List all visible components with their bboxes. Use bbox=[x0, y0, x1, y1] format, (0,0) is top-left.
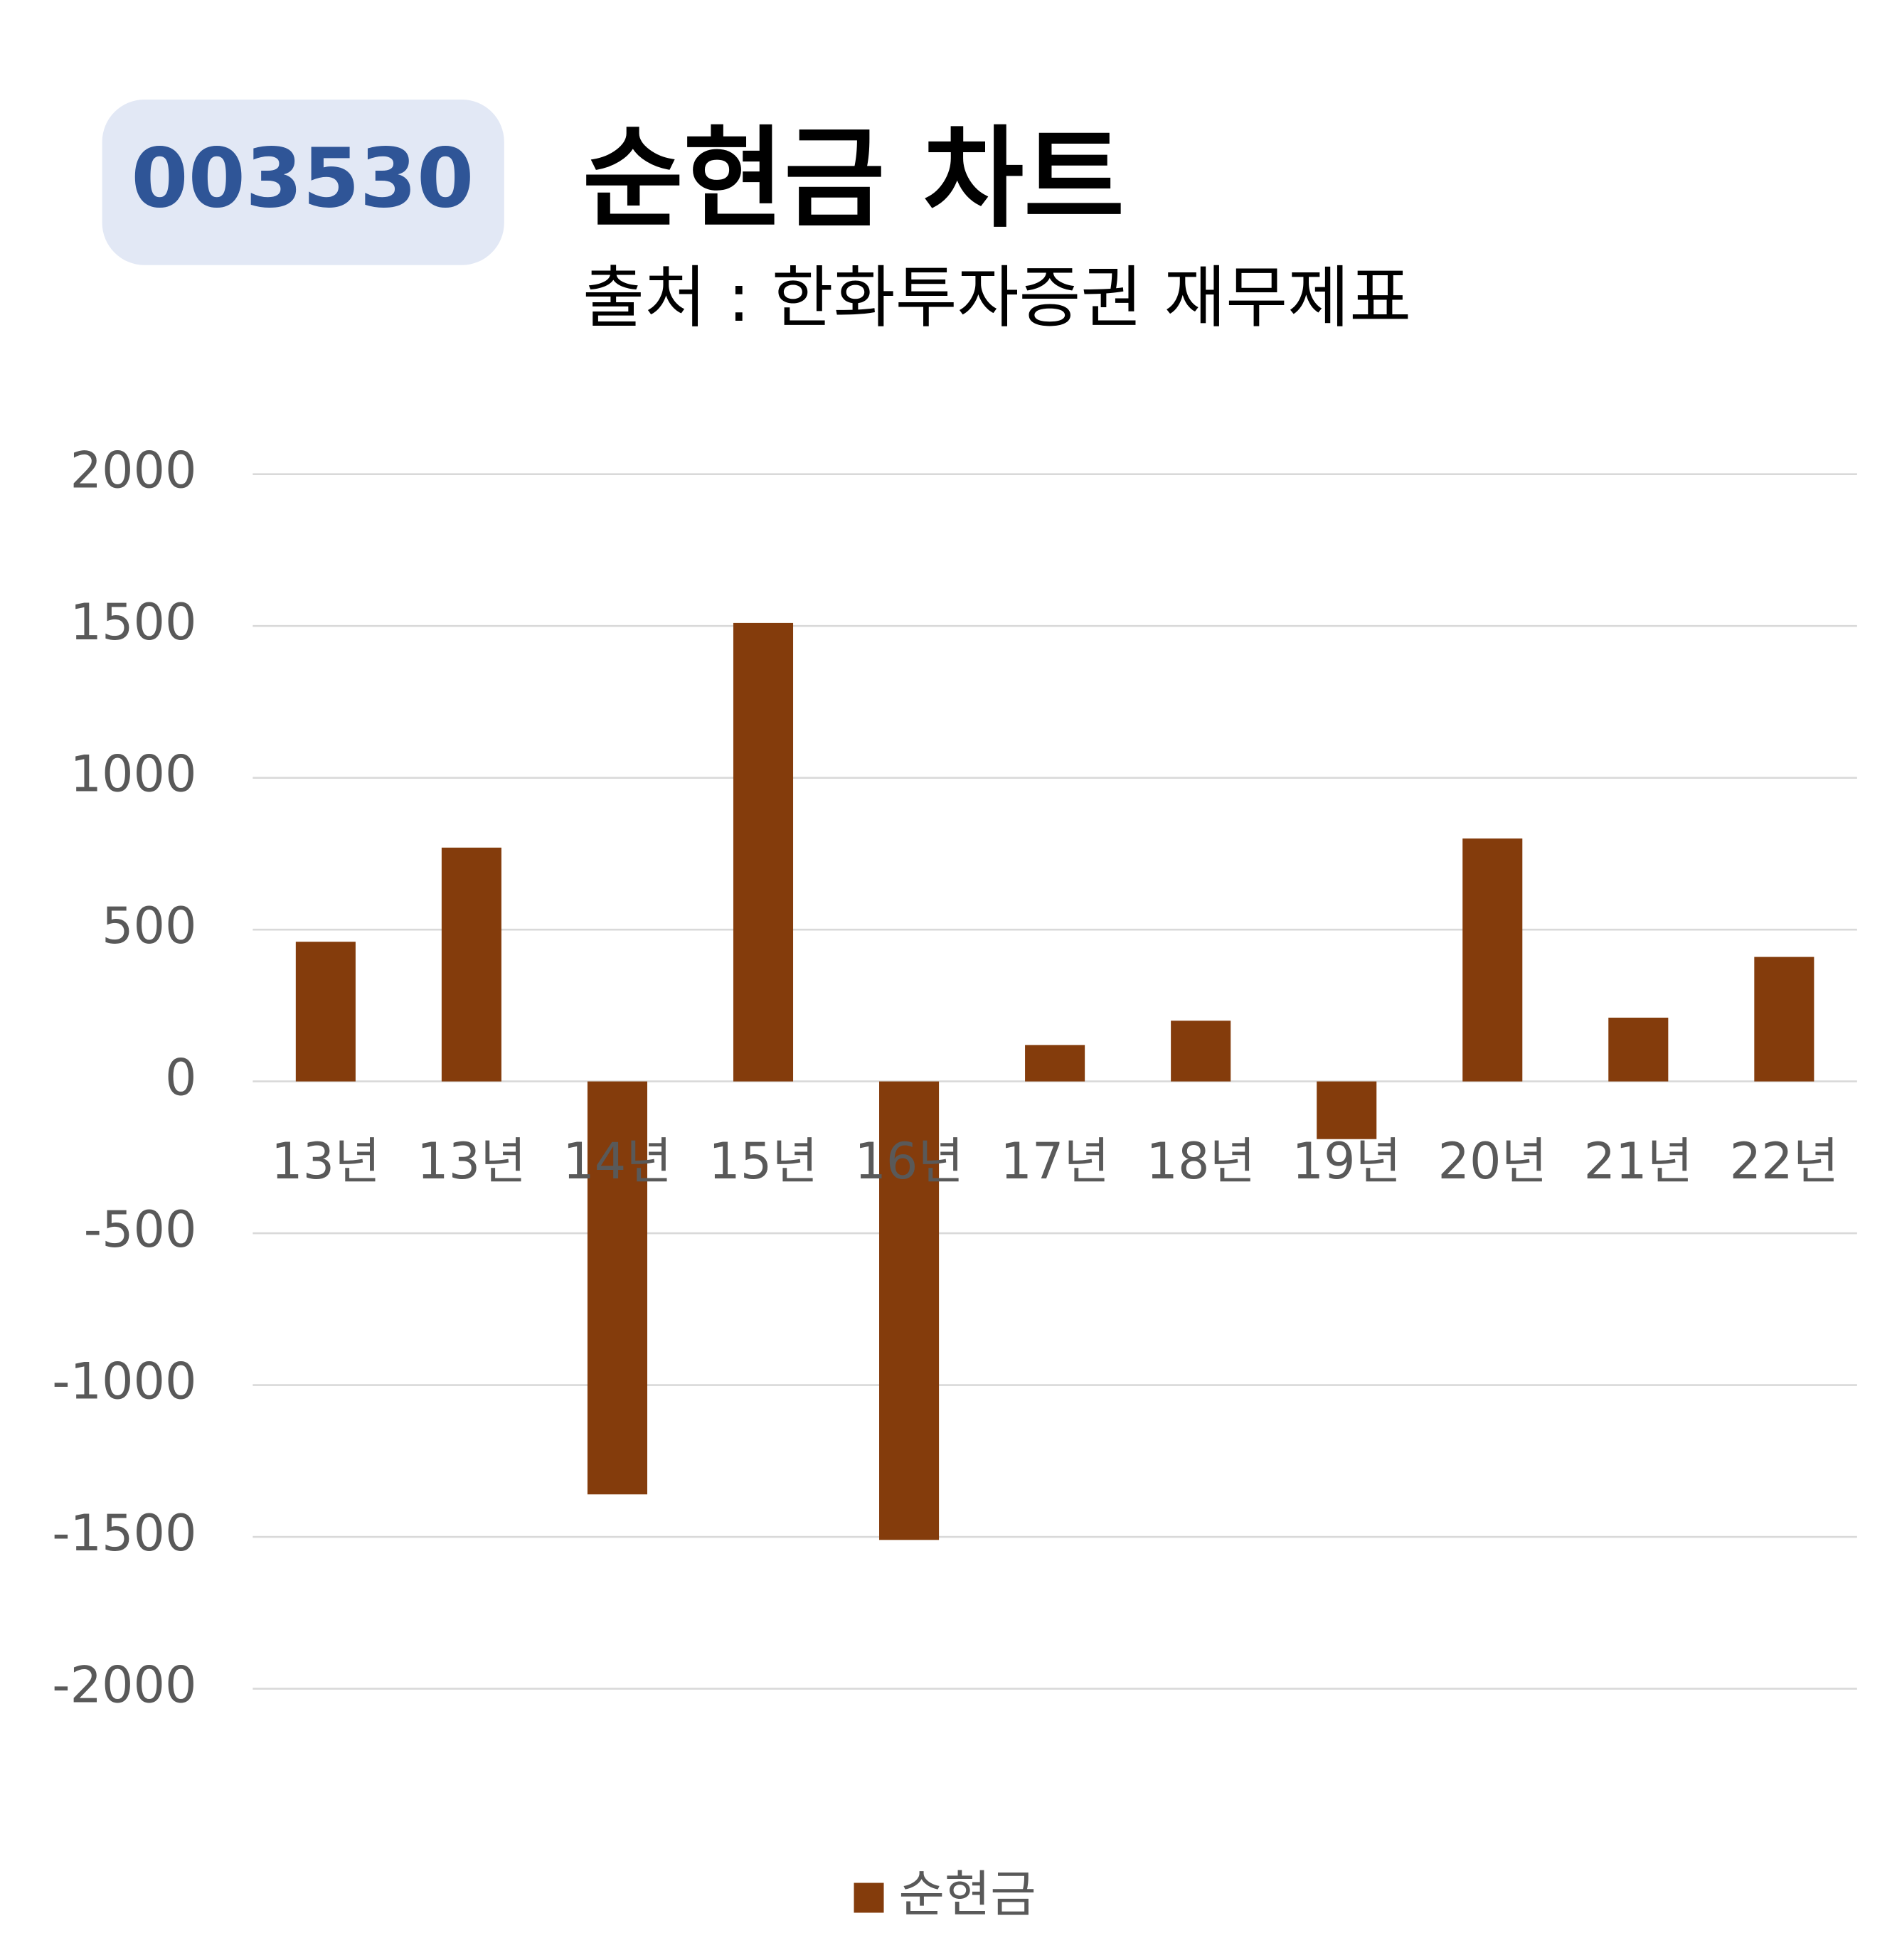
y-tick-label: 1500 bbox=[70, 593, 196, 651]
y-tick-label: 1000 bbox=[70, 745, 196, 804]
x-tick-label: 15년 bbox=[708, 1132, 817, 1191]
y-tick-label: 2000 bbox=[70, 442, 196, 500]
x-tick-label: 22년 bbox=[1730, 1132, 1839, 1191]
code-badge bbox=[102, 99, 504, 265]
x-tick-label: 19년 bbox=[1292, 1132, 1401, 1191]
x-tick-label: 14년 bbox=[563, 1132, 671, 1191]
bar bbox=[1462, 838, 1523, 1082]
x-tick-label: 17년 bbox=[1000, 1132, 1109, 1191]
chart-subtitle: 출처 : 한화투자증권 재무제표 bbox=[583, 259, 1411, 337]
legend-label: 순현금 bbox=[899, 1865, 1036, 1924]
y-tick-label: 0 bbox=[165, 1049, 197, 1107]
x-tick-label: 13년 bbox=[271, 1132, 380, 1191]
y-tick-label: -1000 bbox=[52, 1353, 196, 1411]
x-tick-label: 18년 bbox=[1146, 1132, 1255, 1191]
bar bbox=[1317, 1081, 1377, 1139]
legend-swatch bbox=[854, 1882, 884, 1913]
chart-title: 순현금 차트 bbox=[583, 115, 1125, 243]
y-tick-label: 500 bbox=[102, 897, 197, 955]
bar bbox=[1025, 1045, 1085, 1082]
bar bbox=[1171, 1021, 1231, 1082]
bar bbox=[879, 1081, 940, 1540]
bar bbox=[1608, 1017, 1669, 1082]
bar bbox=[1754, 957, 1814, 1082]
code: 003530 bbox=[131, 132, 474, 227]
x-tick-label: 20년 bbox=[1438, 1132, 1547, 1191]
bar bbox=[587, 1081, 647, 1495]
bar bbox=[733, 622, 794, 1082]
y-tick-label: -1500 bbox=[52, 1504, 196, 1562]
y-tick-label: -500 bbox=[84, 1200, 197, 1259]
bar bbox=[295, 942, 356, 1082]
bar bbox=[441, 847, 501, 1082]
x-tick-label: 13년 bbox=[417, 1132, 526, 1191]
y-tick-label: -2000 bbox=[52, 1656, 196, 1715]
x-tick-label: 21년 bbox=[1584, 1132, 1693, 1191]
x-tick-label: 16년 bbox=[854, 1132, 963, 1191]
